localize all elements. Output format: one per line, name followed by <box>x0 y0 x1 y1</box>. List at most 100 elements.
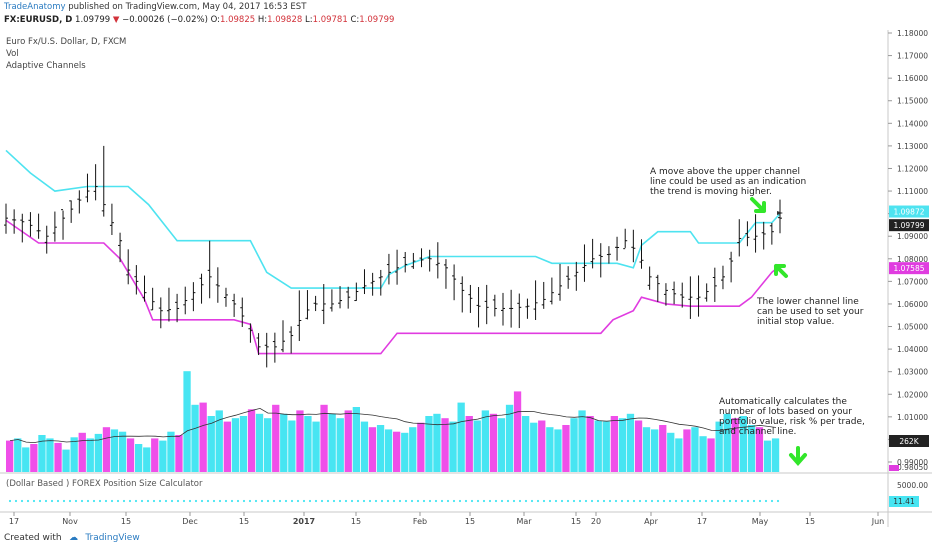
indicator-legend[interactable]: Adaptive Channels <box>6 61 86 71</box>
volume-bar <box>239 416 248 472</box>
volume-bar <box>642 427 651 472</box>
position-size-dot <box>680 499 684 503</box>
position-size-dot <box>206 499 210 503</box>
lower-price-badge: 1.07585 <box>893 264 924 273</box>
volume-bar <box>280 413 288 472</box>
created-with-label: Created with <box>4 533 62 543</box>
position-size-dot <box>470 499 474 503</box>
position-size-dot <box>230 499 234 503</box>
position-size-dot <box>302 499 306 503</box>
position-size-dot <box>188 499 192 503</box>
position-size-dot <box>722 499 726 503</box>
volume-bar <box>199 402 207 472</box>
volume-bar <box>223 421 231 472</box>
arrow-down-icon <box>789 446 807 467</box>
x-tick-label: Mar <box>516 517 532 526</box>
position-size-dot <box>602 499 606 503</box>
x-tick-label: Feb <box>413 517 427 526</box>
position-size-dot <box>38 499 42 503</box>
y-tick-label: 1.17000 <box>897 52 928 61</box>
volume-bar <box>304 416 312 472</box>
position-size-dot <box>80 499 84 503</box>
open-value: 1.09825 <box>220 15 256 25</box>
volume-bar <box>465 416 473 472</box>
volume-bar <box>360 421 369 472</box>
close-value: 1.09799 <box>359 15 395 25</box>
position-size-dot <box>704 499 708 503</box>
position-size-dot <box>656 499 660 503</box>
volume-bar <box>288 420 296 472</box>
position-size-dot <box>116 499 120 503</box>
y-tick-label: 1.15000 <box>897 97 928 106</box>
position-size-dot <box>98 499 102 503</box>
symbol[interactable]: FX:EURUSD, D <box>4 15 73 25</box>
position-size-dot <box>236 499 240 503</box>
volume-bar <box>667 432 675 472</box>
change-down-icon: ▼ <box>112 15 120 25</box>
position-size-dot <box>344 499 348 503</box>
position-size-dot <box>596 499 600 503</box>
x-tick-label: Jun <box>871 517 885 526</box>
position-size-dot <box>272 499 276 503</box>
position-size-dot <box>554 499 558 503</box>
position-size-dot <box>632 499 636 503</box>
position-size-dot <box>416 499 420 503</box>
position-size-dot <box>44 499 48 503</box>
open-label: O: <box>210 15 220 25</box>
position-size-dot <box>338 499 342 503</box>
lower-channel-annotation: The lower channel line can be used to se… <box>757 297 864 327</box>
subpanel-title[interactable]: (Dollar Based ) FOREX Position Size Calc… <box>6 479 203 489</box>
position-size-dot <box>452 499 456 503</box>
subpanel-value-bg <box>889 496 919 507</box>
position-size-dot <box>644 499 648 503</box>
volume-bar <box>683 429 691 472</box>
tradingview-brand[interactable]: TradingView <box>85 533 140 543</box>
volume-bar <box>618 418 627 472</box>
vol-legend[interactable]: Vol <box>6 49 19 59</box>
position-size-dot <box>434 499 438 503</box>
position-size-dot <box>248 499 252 503</box>
position-size-dot <box>278 499 282 503</box>
y-tick-label: 1.05000 <box>897 323 928 332</box>
position-size-dot <box>212 499 216 503</box>
volume-bar <box>78 432 86 472</box>
volume-bar <box>659 425 667 472</box>
position-size-dot <box>368 499 372 503</box>
position-size-dot <box>56 499 60 503</box>
volume-bar <box>215 410 223 472</box>
change-value: −0.00026 (−0.02%) <box>122 15 208 25</box>
position-size-dot <box>482 499 486 503</box>
last-price: 1.09799 <box>75 15 111 25</box>
volume-bar <box>699 436 707 472</box>
x-tick-label: 17 <box>697 517 707 526</box>
volume-bar <box>602 421 610 472</box>
volume-bar <box>441 418 449 472</box>
position-size-dot <box>356 499 360 503</box>
volume-bar <box>610 416 618 472</box>
position-size-dot <box>608 499 612 503</box>
instrument-legend[interactable]: Euro Fx/U.S. Dollar, D, FXCM <box>6 37 127 47</box>
volume-bar <box>513 391 522 472</box>
volume-bar <box>473 420 481 472</box>
volume-bar <box>570 418 578 472</box>
volume-bar <box>546 427 554 472</box>
position-size-dot <box>8 499 12 503</box>
position-size-dot <box>650 499 654 503</box>
volume-bar <box>143 447 151 472</box>
position-size-dot <box>446 499 450 503</box>
volume-bar <box>352 407 360 472</box>
author-link[interactable]: TradeAnatomy <box>4 2 66 12</box>
volume-bar <box>771 438 780 472</box>
volume-bar <box>62 449 70 472</box>
position-size-dot <box>326 499 330 503</box>
position-size-dot <box>752 499 756 503</box>
lower-price-badge-bg <box>889 262 929 275</box>
position-size-dot <box>218 499 222 503</box>
position-size-dot <box>710 499 714 503</box>
x-tick-label: Dec <box>182 517 197 526</box>
position-size-dot <box>254 499 258 503</box>
volume-bar <box>739 416 747 472</box>
position-size-dot <box>62 499 66 503</box>
volume-annotation: Automatically calculates the number of l… <box>719 397 865 437</box>
